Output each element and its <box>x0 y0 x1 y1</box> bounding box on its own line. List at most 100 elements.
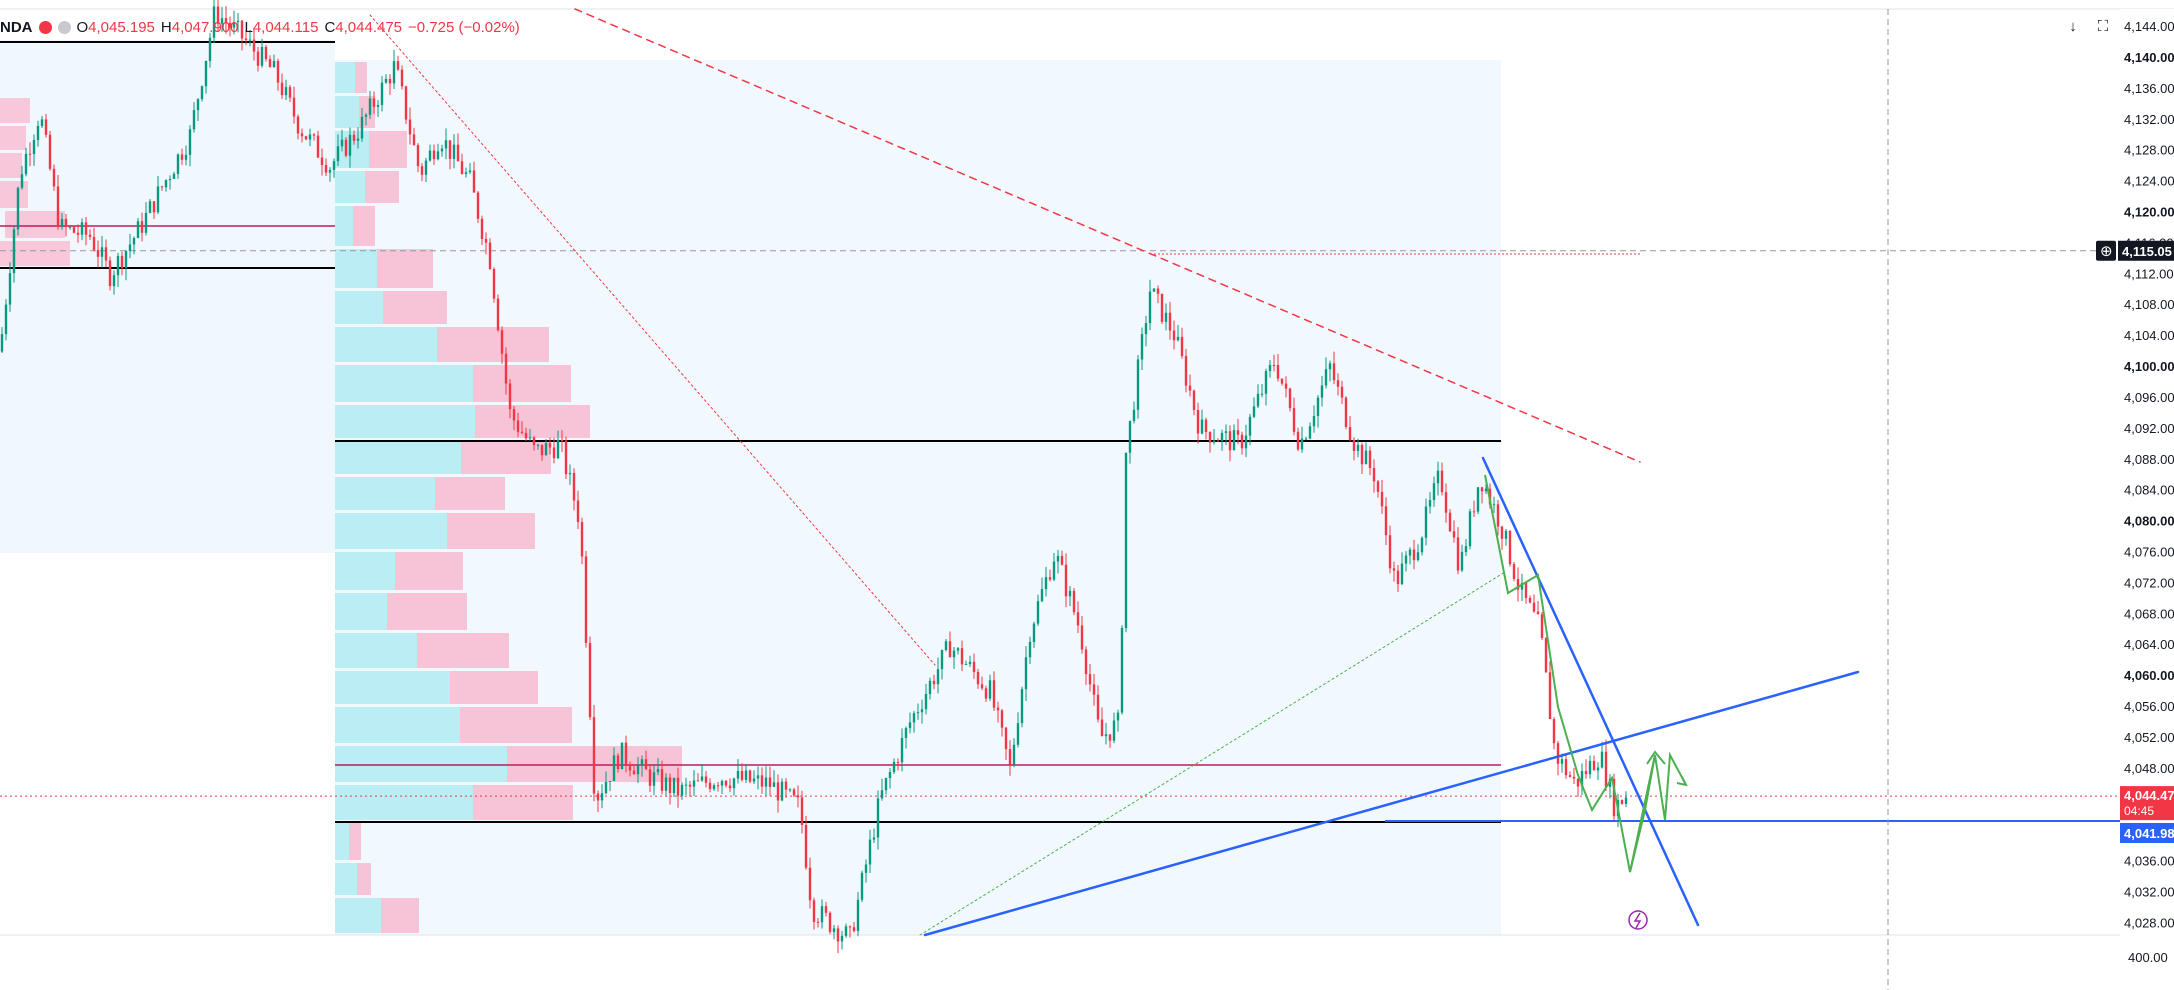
vp-up-bar <box>335 249 377 288</box>
candle-body <box>72 226 76 233</box>
candle-body <box>456 144 460 162</box>
candle-body <box>584 556 588 643</box>
candle-body <box>1340 386 1344 398</box>
price-axis-tick-label: 4,120.00 <box>2124 205 2174 220</box>
symbol-legend: NDA O4,045.195 H4,047.900 L4,044.115 C4,… <box>0 14 520 40</box>
vp-down-bar <box>387 593 467 630</box>
candle-body <box>1164 312 1168 322</box>
candle-body <box>828 912 832 932</box>
open-label: O <box>76 18 89 36</box>
symbol-name[interactable]: NDA <box>0 18 33 36</box>
candle-body <box>1000 710 1004 728</box>
candle-body <box>952 650 956 658</box>
candle-body <box>436 151 440 160</box>
download-icon[interactable]: ↓ <box>2060 16 2086 38</box>
candle-body <box>740 770 744 780</box>
candle-body <box>612 755 616 782</box>
candle-body <box>1324 369 1328 386</box>
candle-body <box>1544 637 1548 673</box>
candle-body <box>1112 720 1116 741</box>
candle-body <box>884 778 888 791</box>
high-value: 4,047.900 <box>171 18 239 36</box>
candle-body <box>680 784 684 796</box>
vp-up-bar <box>335 898 381 933</box>
candle-body <box>744 770 748 780</box>
candle-body <box>204 60 208 87</box>
candle-body <box>808 867 812 901</box>
candle-body <box>344 139 348 156</box>
candle-body <box>972 661 976 672</box>
vp-up-bar <box>335 131 369 168</box>
vp-down-bar <box>460 707 572 743</box>
candle-body <box>888 772 892 779</box>
candle-body <box>732 778 736 789</box>
candle-body <box>1552 719 1556 744</box>
candle-body <box>332 161 336 170</box>
candle-body <box>1056 555 1060 562</box>
low-label: L <box>244 18 253 36</box>
vp-up-bar <box>335 477 435 510</box>
low-value: 4,044.115 <box>252 18 319 36</box>
candle-body <box>984 688 988 699</box>
ascending-dotted-line <box>919 571 1506 936</box>
candle-body <box>524 432 528 439</box>
candle-body <box>1556 743 1560 764</box>
candle-body <box>836 928 840 942</box>
candle-body <box>464 172 468 174</box>
candle-body <box>852 927 856 931</box>
candle-body <box>792 789 796 796</box>
candle-body <box>724 780 728 786</box>
candle-body <box>1404 555 1408 564</box>
candle-body <box>172 173 176 179</box>
price-axis[interactable]: 4,144.00 4,140.00 4,136.00 4,132.00 4,128.00… <box>2096 9 2174 990</box>
candle-body <box>1192 390 1196 410</box>
candle-body <box>1068 590 1072 597</box>
candle-body <box>216 6 220 24</box>
candle-body <box>920 709 924 713</box>
candle-body <box>328 169 332 173</box>
price-axis-tick-label: 4,036.00 <box>2124 854 2174 869</box>
candle-body <box>192 110 196 130</box>
price-axis-tick-label: 4,096.00 <box>2124 390 2174 405</box>
price-axis-tick-label: 4,060.00 <box>2124 668 2174 683</box>
candle-body <box>448 140 452 159</box>
vp-up-bar <box>335 327 437 362</box>
vp-down-bar <box>0 98 30 123</box>
candle-body <box>1212 440 1216 443</box>
candle-body <box>956 648 960 651</box>
add-alert-button-bg <box>2096 240 2116 261</box>
candle-body <box>292 97 296 117</box>
candle-body <box>696 780 700 782</box>
candle-body <box>424 160 428 175</box>
candle-body <box>1328 363 1332 370</box>
candle-body <box>1284 383 1288 389</box>
candle-body <box>816 921 820 923</box>
candle-body <box>1620 800 1624 804</box>
candle-body <box>180 154 184 160</box>
candle-body <box>1132 409 1136 421</box>
candle-body <box>928 680 932 694</box>
candle-body <box>1052 561 1056 580</box>
candle-body <box>640 759 644 766</box>
candle-body <box>704 776 708 783</box>
candle-body <box>1348 426 1352 440</box>
candle-body <box>380 82 384 106</box>
fullscreen-icon[interactable]: ⛶ <box>2090 16 2116 38</box>
candle-body <box>100 247 104 257</box>
candle-body <box>1596 767 1600 771</box>
candle-body <box>176 154 180 174</box>
candle-body <box>968 661 972 665</box>
vp-down-bar <box>417 633 509 668</box>
candle-body <box>1564 759 1568 776</box>
candle-body <box>1032 623 1036 642</box>
candle-body <box>712 785 716 790</box>
candle-body <box>1600 751 1604 768</box>
candle-body <box>576 500 580 523</box>
vp-up-bar <box>335 633 417 668</box>
candle-body <box>460 161 464 174</box>
candle-body <box>820 906 824 923</box>
vp-up-bar <box>335 552 395 590</box>
candle-body <box>1244 435 1248 449</box>
candle-body <box>624 742 628 765</box>
